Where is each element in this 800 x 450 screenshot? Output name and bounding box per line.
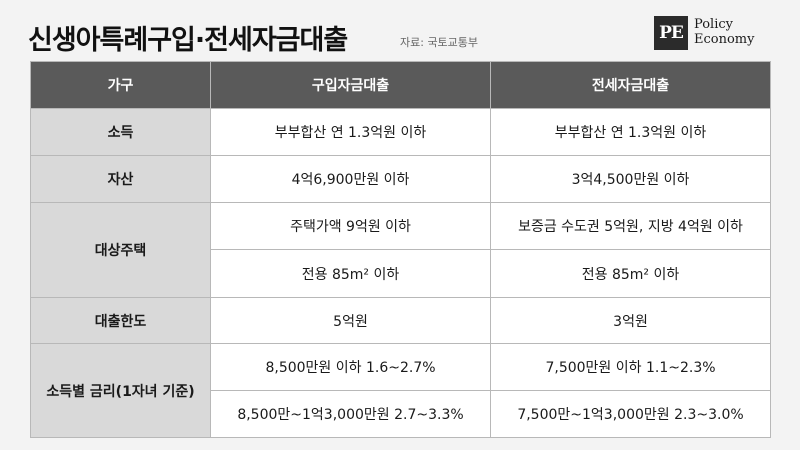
table-row-assets: 자산 4억6,900만원 이하 3억4,500만원 이하 [30,155,771,203]
column-header-jeonse-loan: 전세자금대출 [490,61,771,109]
cell-rate-low-purchase: 8,500만원 이하 1.6~2.7% [210,343,491,391]
cell-housing-price-jeonse: 보증금 수도권 5억원, 지방 4억원 이하 [490,202,771,250]
logo-mark: PE [654,16,688,50]
logo-line-2: Economy [694,32,755,47]
cell-housing-price-purchase: 주택가액 9억원 이하 [210,202,491,250]
policy-economy-logo: PE Policy Economy [632,14,772,54]
column-header-household: 가구 [30,61,211,109]
cell-limit-purchase: 5억원 [210,297,491,344]
cell-assets-purchase: 4억6,900만원 이하 [210,155,491,203]
table-row-rate-high-income: 8,500만~1억3,000만원 2.7~3.3% 7,500만~1억3,000… [31,390,771,438]
cell-rate-low-jeonse: 7,500만원 이하 1.1~2.3% [490,343,771,391]
table-row-income: 소득 부부합산 연 1.3억원 이하 부부합산 연 1.3억원 이하 [30,108,771,156]
row-label-target-housing: 대상주택 [30,202,211,298]
cell-income-jeonse: 부부합산 연 1.3억원 이하 [490,108,771,156]
cell-rate-high-purchase: 8,500만~1억3,000만원 2.7~3.3% [210,390,491,438]
cell-assets-jeonse: 3억4,500만원 이하 [490,155,771,203]
cell-rate-high-jeonse: 7,500만~1억3,000만원 2.3~3.0% [490,390,771,438]
table-row-housing-area: 전용 85m² 이하 전용 85m² 이하 [31,249,771,298]
cell-limit-jeonse: 3억원 [490,297,771,344]
row-label-assets: 자산 [30,155,211,203]
logo-wordmark: Policy Economy [694,17,754,47]
source-caption: 자료: 국토교통부 [400,36,479,49]
row-label-interest-rate: 소득별 금리(1자녀 기준) [30,343,211,438]
table-row-rate-low-income: 소득별 금리(1자녀 기준) 8,500만원 이하 1.6~2.7% 7,500… [30,343,771,438]
column-header-purchase-loan: 구입자금대출 [210,61,491,109]
logo-line-1: Policy [694,17,733,32]
header: 신생아특례구입·전세자금대출 자료: 국토교통부 PE Policy Econo… [28,14,772,60]
cell-housing-area-purchase: 전용 85m² 이하 [210,249,491,298]
cell-housing-area-jeonse: 전용 85m² 이하 [490,249,771,298]
row-label-loan-limit: 대출한도 [30,297,211,344]
table-row-housing-price: 대상주택 주택가액 9억원 이하 보증금 수도권 5억원, 지방 4억원 이하 [30,202,771,298]
loan-comparison-table: 가구 구입자금대출 전세자금대출 소득 부부합산 연 1.3억원 이하 부부합산… [30,61,771,438]
table-row-loan-limit: 대출한도 5억원 3억원 [30,297,771,344]
page-title: 신생아특례구입·전세자금대출 [28,25,348,56]
table-header-row: 가구 구입자금대출 전세자금대출 [30,61,771,109]
row-label-income: 소득 [30,108,211,156]
cell-income-purchase: 부부합산 연 1.3억원 이하 [210,108,491,156]
